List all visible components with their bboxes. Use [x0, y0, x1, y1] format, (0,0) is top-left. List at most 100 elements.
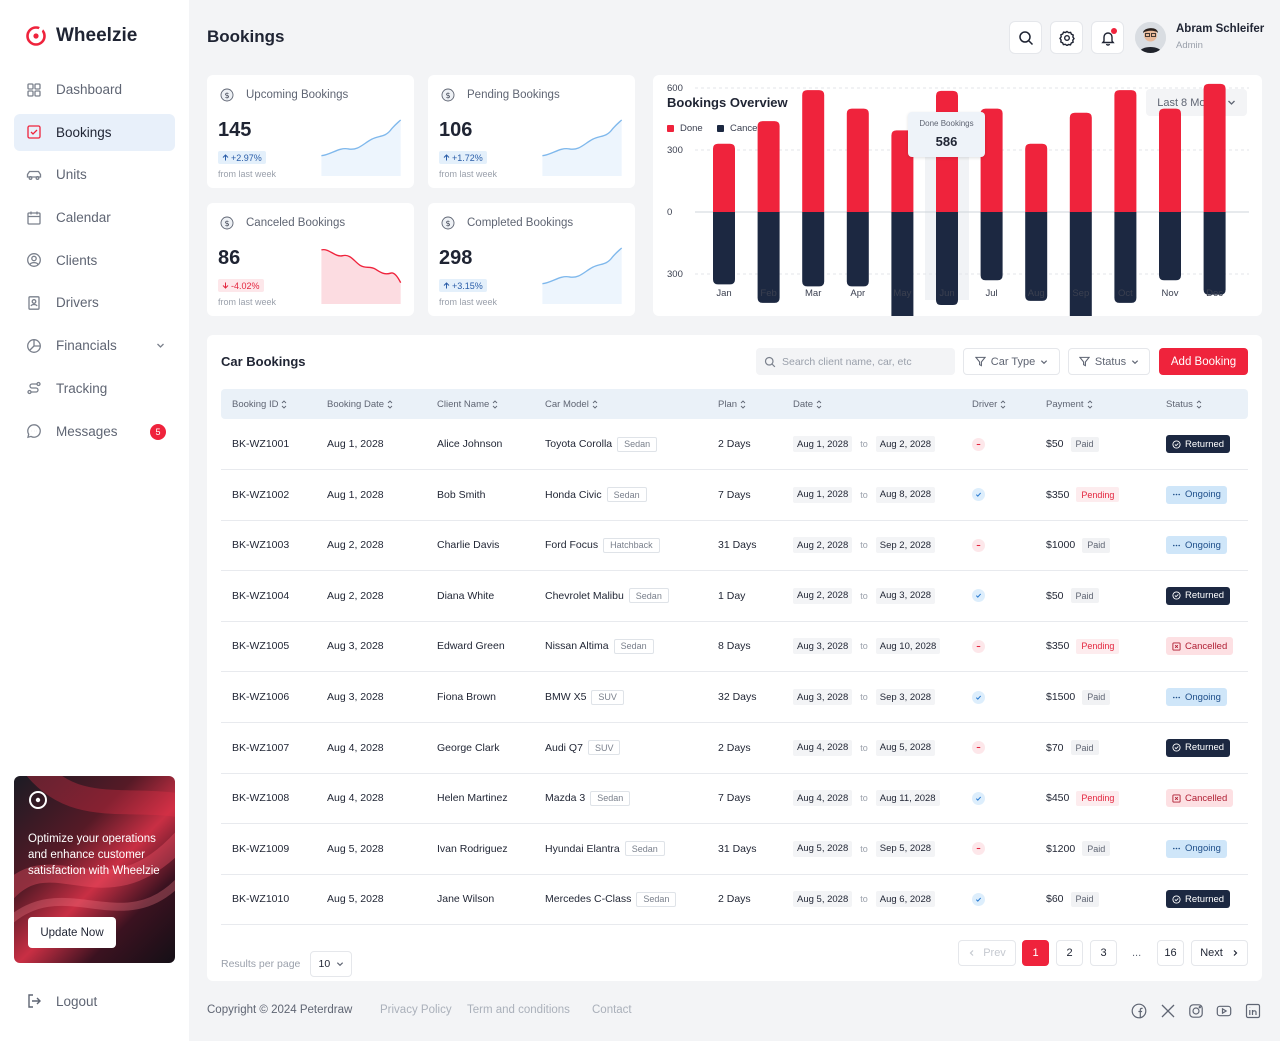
- bar-canceled-jul[interactable]: [980, 212, 1003, 281]
- column-header-booking-date[interactable]: Booking Date: [327, 399, 393, 410]
- sidebar-item-tracking[interactable]: Tracking: [14, 370, 175, 407]
- status-badge[interactable]: Returned: [1166, 586, 1231, 605]
- bar-canceled-dec[interactable]: [1203, 212, 1226, 295]
- update-now-button[interactable]: Update Now: [28, 917, 116, 948]
- column-header-driver[interactable]: Driver: [972, 399, 1006, 410]
- sidebar-item-bookings[interactable]: Bookings: [14, 113, 175, 151]
- bar-done-apr[interactable]: [846, 108, 869, 212]
- prev-button[interactable]: Prev: [958, 940, 1016, 966]
- bar-canceled-mar[interactable]: [802, 212, 825, 287]
- sidebar-item-units[interactable]: Units: [14, 156, 175, 193]
- settings-button[interactable]: [1050, 21, 1083, 54]
- app-logo[interactable]: Wheelzie: [25, 25, 137, 47]
- terms-link[interactable]: Term and conditions: [467, 1004, 570, 1016]
- bar-canceled-feb[interactable]: [757, 212, 780, 303]
- page-16-button[interactable]: 16: [1157, 940, 1184, 966]
- sort-icon[interactable]: [740, 400, 746, 409]
- page-2-button[interactable]: 2: [1056, 940, 1083, 966]
- column-header-date[interactable]: Date: [793, 399, 822, 410]
- status-badge[interactable]: Cancelled: [1166, 637, 1234, 656]
- table-row[interactable]: BK-WZ1004 Aug 2, 2028 Diana White Chevro…: [221, 571, 1248, 622]
- status-badge[interactable]: Returned: [1166, 435, 1231, 453]
- sidebar-item-calendar[interactable]: Calendar: [14, 199, 175, 236]
- table-row[interactable]: BK-WZ1007 Aug 4, 2028 George Clark Audi …: [221, 723, 1248, 774]
- sidebar-item-drivers[interactable]: Drivers: [14, 284, 175, 321]
- status-badge[interactable]: Ongoing: [1166, 485, 1227, 504]
- bar-canceled-aug[interactable]: [1025, 212, 1048, 301]
- status-badge[interactable]: Returned: [1166, 738, 1231, 757]
- contact-link[interactable]: Contact: [592, 1004, 632, 1016]
- bar-canceled-jun[interactable]: [936, 212, 958, 305]
- status-badge[interactable]: Returned: [1166, 890, 1231, 909]
- x-icon[interactable]: [1160, 1003, 1176, 1019]
- add-booking-button[interactable]: Add Booking: [1159, 348, 1248, 375]
- linkedin-icon[interactable]: [1245, 1003, 1261, 1019]
- per-page-select[interactable]: 10: [310, 951, 353, 977]
- sidebar-item-financials[interactable]: Financials: [14, 327, 175, 364]
- youtube-icon[interactable]: [1216, 1003, 1232, 1019]
- bar-canceled-apr[interactable]: [846, 212, 869, 287]
- sort-icon[interactable]: [1196, 400, 1202, 409]
- bar-canceled-oct[interactable]: [1114, 212, 1137, 303]
- sort-icon[interactable]: [387, 400, 393, 409]
- sidebar-item-clients[interactable]: Clients: [14, 242, 175, 279]
- next-button[interactable]: Next: [1191, 940, 1248, 966]
- bar-canceled-nov[interactable]: [1159, 212, 1181, 281]
- range-dropdown[interactable]: Last 8 Month: [1146, 89, 1247, 116]
- sidebar-item-messages[interactable]: Messages 5: [14, 413, 175, 450]
- table-row[interactable]: BK-WZ1003 Aug 2, 2028 Charlie Davis Ford…: [221, 520, 1248, 572]
- sidebar-item-dashboard[interactable]: Dashboard: [14, 71, 175, 108]
- booking-id: BK-WZ1008: [232, 792, 290, 805]
- user-name[interactable]: Abram Schleifer: [1176, 23, 1265, 35]
- bar-done-aug[interactable]: [1025, 143, 1048, 212]
- search-box[interactable]: [756, 348, 955, 375]
- table-title: Car Bookings: [221, 354, 306, 369]
- status-badge[interactable]: Cancelled: [1166, 789, 1234, 808]
- column-header-client-name[interactable]: Client Name: [437, 399, 498, 410]
- page-3-button[interactable]: 3: [1090, 940, 1117, 966]
- status-badge[interactable]: Ongoing: [1166, 688, 1227, 706]
- sort-icon[interactable]: [281, 400, 287, 409]
- status-badge[interactable]: Ongoing: [1166, 839, 1227, 858]
- car-model-cell: Ford Focus Hatchback: [545, 520, 660, 570]
- sort-icon[interactable]: [1000, 400, 1006, 409]
- notifications-button[interactable]: [1091, 21, 1124, 54]
- bar-canceled-jan[interactable]: [713, 212, 735, 285]
- table-row[interactable]: BK-WZ1008 Aug 4, 2028 Helen Martinez Maz…: [221, 773, 1248, 825]
- avatar[interactable]: [1135, 22, 1166, 53]
- search-input[interactable]: [782, 355, 947, 368]
- bar-done-oct[interactable]: [1114, 90, 1137, 212]
- table-row[interactable]: BK-WZ1005 Aug 3, 2028 Edward Green Nissa…: [221, 621, 1248, 673]
- bar-done-jan[interactable]: [713, 143, 735, 212]
- sort-icon[interactable]: [1087, 400, 1093, 409]
- table-row[interactable]: BK-WZ1002 Aug 1, 2028 Bob Smith Honda Ci…: [221, 470, 1248, 521]
- bar-done-sep[interactable]: [1069, 112, 1092, 212]
- column-header-status[interactable]: Status: [1166, 399, 1202, 410]
- column-header-plan[interactable]: Plan: [718, 399, 746, 410]
- bar-canceled-may[interactable]: [891, 212, 914, 316]
- sort-icon[interactable]: [492, 400, 498, 409]
- sort-icon[interactable]: [592, 400, 598, 409]
- car-type-filter[interactable]: Car Type: [963, 348, 1060, 375]
- logout-button[interactable]: Logout: [27, 993, 97, 1009]
- search-button[interactable]: [1009, 21, 1042, 54]
- column-header-car-model[interactable]: Car Model: [545, 399, 598, 410]
- column-header-booking-id[interactable]: Booking ID: [232, 399, 287, 410]
- bar-done-mar[interactable]: [802, 90, 825, 212]
- table-row[interactable]: BK-WZ1001 Aug 1, 2028 Alice Johnson Toyo…: [221, 419, 1248, 470]
- bar-done-feb[interactable]: [757, 121, 780, 212]
- instagram-icon[interactable]: [1188, 1003, 1204, 1019]
- table-row[interactable]: BK-WZ1006 Aug 3, 2028 Fiona Brown BMW X5…: [221, 672, 1248, 723]
- bar-done-nov[interactable]: [1159, 108, 1181, 212]
- privacy-policy-link[interactable]: Privacy Policy: [380, 1004, 452, 1016]
- status-filter[interactable]: Status: [1068, 348, 1150, 375]
- page-1-button[interactable]: 1: [1022, 940, 1049, 966]
- facebook-icon[interactable]: [1131, 1003, 1147, 1019]
- table-row[interactable]: BK-WZ1010 Aug 5, 2028 Jane Wilson Merced…: [221, 874, 1248, 926]
- table-row[interactable]: BK-WZ1009 Aug 5, 2028 Ivan Rodriguez Hyu…: [221, 824, 1248, 875]
- booking-id: BK-WZ1009: [232, 842, 290, 855]
- column-header-payment[interactable]: Payment: [1046, 399, 1093, 410]
- sort-icon[interactable]: [816, 400, 822, 409]
- bar-canceled-sep[interactable]: [1069, 212, 1092, 316]
- status-badge[interactable]: Ongoing: [1166, 536, 1227, 555]
